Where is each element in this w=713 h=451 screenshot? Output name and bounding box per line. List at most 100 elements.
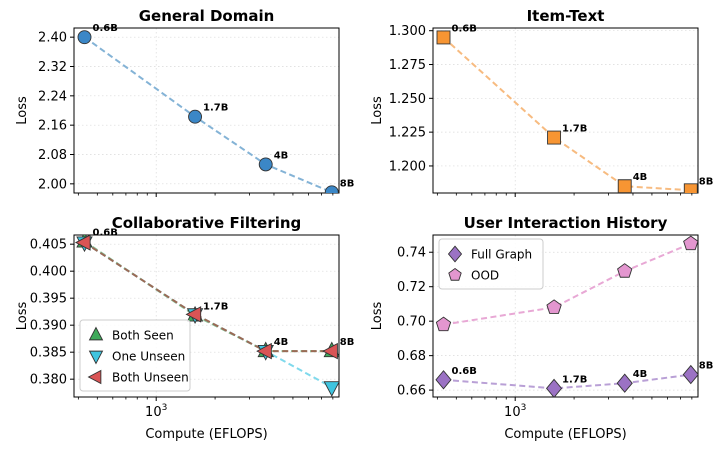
data-point-both-unseen <box>256 342 272 360</box>
series-line-item-text <box>442 36 691 192</box>
series-line-general-domain <box>83 36 333 193</box>
y-tick-label: 2.32 <box>38 60 67 75</box>
x-tick-label: 103 <box>145 403 167 420</box>
point-label: 0.6B <box>452 366 477 377</box>
data-point-item-text <box>617 179 632 193</box>
point-label: 0.6B <box>93 227 118 238</box>
panel-title: Collaborative Filtering <box>112 214 302 232</box>
y-tick-label: 2.40 <box>38 31 67 46</box>
point-label: 1.7B <box>562 124 587 135</box>
y-tick-label: 0.68 <box>397 349 426 364</box>
data-point-full-graph <box>435 370 452 390</box>
point-label: 1.7B <box>203 103 228 114</box>
data-point-full-graph <box>682 364 698 385</box>
y-tick-label: 0.400 <box>30 265 67 280</box>
data-point-general-domain <box>77 30 92 45</box>
y-tick-label: 0.385 <box>30 346 67 361</box>
point-label: 1.7B <box>203 301 228 312</box>
legend: Both Seen One Unseen Both Unseen <box>79 319 191 392</box>
panel-title: User Interaction History <box>464 214 668 232</box>
point-label: 1.7B <box>562 374 587 385</box>
panel-collaborative-filtering: Collaborative Filtering 0.380 0.385 0.390 0.… <box>15 214 354 442</box>
data-point-item-text <box>547 130 562 145</box>
y-tick-label: 2.24 <box>38 89 67 104</box>
legend-label-one-unseen: One Unseen <box>112 350 185 364</box>
data-point-both-unseen <box>322 342 338 360</box>
legend-label-full-graph: Full Graph <box>471 248 532 262</box>
y-axis-label: Loss <box>370 302 385 331</box>
legend-label-ood: OOD <box>471 269 499 283</box>
plot-frame <box>432 27 699 194</box>
y-axis-label: Loss <box>15 96 30 125</box>
data-point-ood <box>683 235 698 251</box>
point-label: 8B <box>340 337 355 348</box>
panel-general-domain: General Domain 2.00 2.08 2.16 2.24 2.32 2.40 Lo… <box>15 7 355 197</box>
data-point-one-unseen <box>323 381 339 397</box>
plot-frame <box>73 234 340 398</box>
legend-marker-both-unseen <box>87 369 102 385</box>
legend-label-both-unseen: Both Unseen <box>112 371 189 385</box>
y-tick-label: 2.16 <box>38 119 67 134</box>
y-tick-label: 1.300 <box>389 24 426 39</box>
y-tick-label: 0.395 <box>30 292 67 307</box>
legend-marker-full-graph <box>447 245 463 263</box>
legend: Full Graph OOD <box>438 238 544 290</box>
y-tick-label: 0.66 <box>397 384 426 399</box>
point-label: 8B <box>340 178 355 189</box>
y-tick-label: 2.08 <box>38 148 67 163</box>
data-point-general-domain <box>258 157 273 172</box>
x-axis-label: Compute (EFLOPS) <box>145 427 267 442</box>
y-tick-label: 1.225 <box>389 126 426 141</box>
plot-frame <box>432 234 699 398</box>
point-label: 8B <box>699 176 713 187</box>
panel-title: Item-Text <box>527 7 605 25</box>
y-tick-label: 1.200 <box>389 159 426 174</box>
y-tick-label: 0.390 <box>30 319 67 334</box>
point-label: 8B <box>699 361 713 372</box>
y-tick-label: 1.275 <box>389 58 426 73</box>
point-label: 4B <box>633 369 648 380</box>
data-point-item-text <box>436 30 451 45</box>
y-tick-label: 1.250 <box>389 92 426 107</box>
legend-marker-one-unseen <box>88 350 104 365</box>
legend-marker-both-seen <box>88 326 104 341</box>
legend-label-both-seen: Both Seen <box>112 329 174 343</box>
data-point-both-unseen <box>74 235 91 251</box>
y-tick-label: 0.405 <box>30 238 67 253</box>
data-point-ood <box>546 299 562 314</box>
panel-user-interaction-history: User Interaction History 0.66 0.68 0.70 0.72… <box>370 214 713 442</box>
data-point-full-graph <box>616 373 633 393</box>
series-line-full-graph <box>443 373 691 390</box>
x-axis-label: Compute (EFLOPS) <box>504 427 626 442</box>
data-point-ood <box>435 316 452 332</box>
data-point-general-domain <box>188 109 203 124</box>
panel-item-text: Item-Text 1.200 1.225 1.250 1.275 1.300 Loss 0.… <box>370 7 713 197</box>
y-tick-label: 0.74 <box>397 246 426 261</box>
point-label: 4B <box>274 150 289 161</box>
plot-frame <box>73 27 340 194</box>
legend-marker-ood <box>448 267 462 281</box>
y-tick-label: 2.00 <box>38 177 67 192</box>
legend-box <box>438 238 544 290</box>
point-label: 4B <box>633 172 648 183</box>
y-tick-label: 0.70 <box>397 315 426 330</box>
x-tick-label: 103 <box>504 403 526 420</box>
point-label: 4B <box>274 337 289 348</box>
data-point-ood <box>617 263 633 278</box>
plot-area <box>436 30 698 193</box>
y-axis-label: Loss <box>15 302 30 331</box>
data-point-item-text <box>683 183 698 193</box>
data-point-general-domain <box>324 185 339 193</box>
data-point-full-graph <box>545 378 563 397</box>
series-line-both-unseen <box>83 241 332 353</box>
plot-area <box>74 235 339 397</box>
panel-title: General Domain <box>139 7 275 25</box>
point-label: 0.6B <box>93 23 118 34</box>
y-axis-label: Loss <box>370 96 385 125</box>
y-tick-label: 0.380 <box>30 373 67 388</box>
data-point-both-unseen <box>185 306 202 323</box>
point-label: 0.6B <box>452 23 477 34</box>
plot-area <box>435 235 698 397</box>
legend-box <box>79 319 191 392</box>
